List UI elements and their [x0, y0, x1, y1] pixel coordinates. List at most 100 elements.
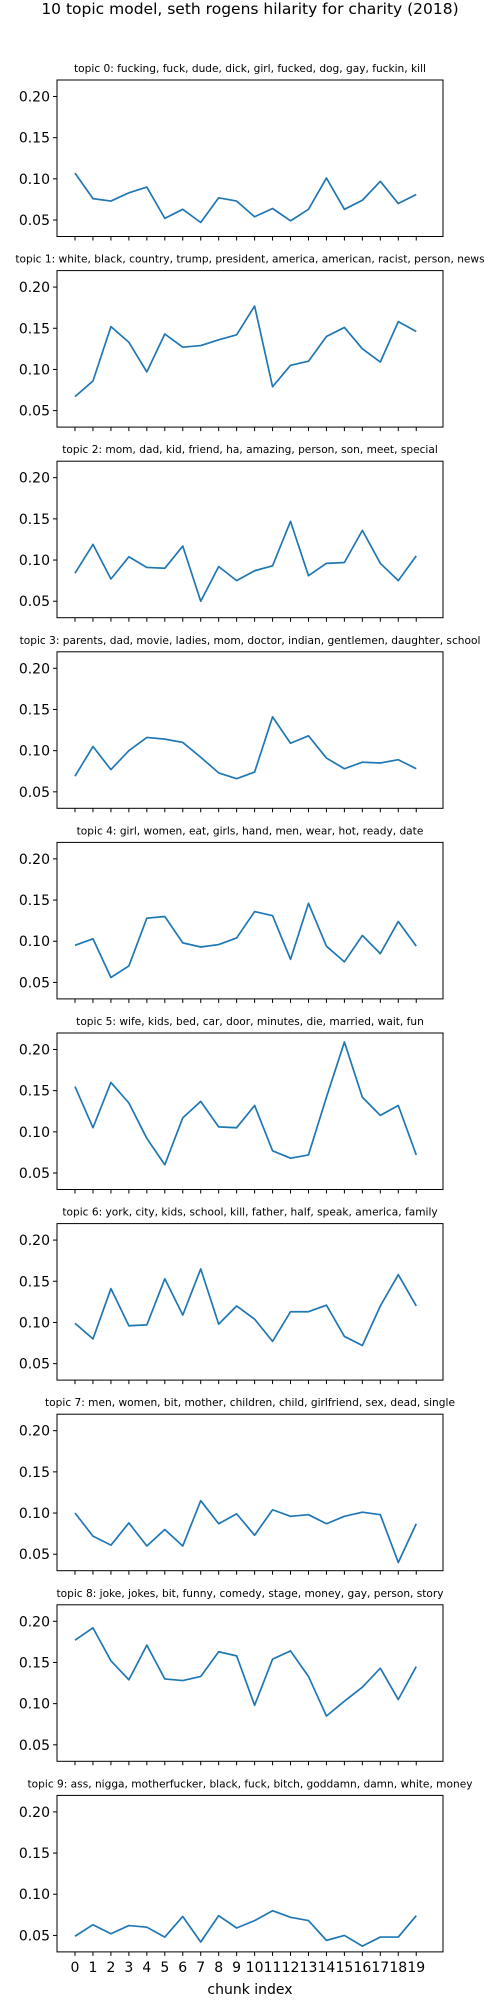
x-tick-label: 11 — [264, 1960, 282, 1976]
y-tick-label: 0.20 — [19, 1424, 50, 1440]
x-tick-label: 18 — [389, 1960, 407, 1976]
y-tick-label: 0.10 — [19, 934, 50, 950]
y-tick-label: 0.20 — [19, 280, 50, 296]
y-tick-label: 0.20 — [19, 1805, 50, 1821]
y-tick-label: 0.20 — [19, 1233, 50, 1249]
axes-frame — [56, 79, 444, 237]
y-tick-label: 0.10 — [19, 362, 50, 378]
axes-frame — [56, 1413, 444, 1572]
y-tick-label: 0.10 — [19, 1506, 50, 1522]
series-line — [74, 520, 417, 603]
y-tick-label: 0.15 — [19, 1846, 50, 1862]
x-tick-label: 1 — [88, 1960, 97, 1976]
topic-panel: topic 4: girl, women, eat, girls, hand, … — [19, 825, 444, 1003]
y-tick-label: 0.15 — [19, 1274, 50, 1290]
topic-panel: topic 9: ass, nigga, motherfucker, black… — [19, 1778, 473, 1976]
y-tick-label: 0.15 — [19, 893, 50, 909]
y-tick-label: 0.10 — [19, 1887, 50, 1903]
series-line — [74, 1499, 418, 1564]
topic-panel: topic 6: york, city, kids, school, kill,… — [19, 1207, 444, 1385]
y-tick-label: 0.05 — [19, 213, 50, 229]
series-line — [74, 1268, 417, 1347]
x-tick-label: 12 — [282, 1960, 300, 1976]
x-tick-label: 10 — [246, 1960, 264, 1976]
x-tick-label: 4 — [142, 1960, 151, 1976]
series-line — [74, 716, 417, 780]
panel-title: topic 6: york, city, kids, school, kill,… — [62, 1207, 437, 1219]
y-tick-label: 0.20 — [19, 89, 50, 105]
topic-panel: topic 2: mom, dad, kid, friend, ha, amaz… — [19, 444, 444, 622]
panels: topic 0: fucking, fuck, dude, dick, girl… — [15, 63, 484, 1976]
topic-panel: topic 8: joke, jokes, bit, funny, comedy… — [19, 1588, 444, 1766]
x-tick-label: 14 — [318, 1960, 336, 1976]
topic-panel: topic 7: men, women, bit, mother, childr… — [19, 1397, 455, 1575]
x-tick-label: 0 — [71, 1960, 80, 1976]
y-tick-label: 0.05 — [19, 975, 50, 991]
panel-title: topic 7: men, women, bit, mother, childr… — [45, 1397, 455, 1409]
topic-panel: topic 3: parents, dad, movie, ladies, mo… — [19, 635, 481, 813]
y-tick-label: 0.05 — [19, 1547, 50, 1563]
x-tick-label: 17 — [371, 1960, 389, 1976]
x-tick-label: 7 — [196, 1960, 205, 1976]
panel-title: topic 4: girl, women, eat, girls, hand, … — [77, 825, 424, 837]
y-tick-label: 0.20 — [19, 852, 50, 868]
axes-frame — [56, 270, 444, 428]
y-tick-label: 0.15 — [19, 131, 50, 147]
x-tick-label: 3 — [124, 1960, 133, 1976]
series-line — [74, 1909, 417, 1947]
panel-title: topic 1: white, black, country, trump, p… — [15, 254, 484, 266]
series-line — [74, 902, 417, 979]
x-tick-label: 13 — [300, 1960, 318, 1976]
y-tick-label: 0.20 — [19, 1042, 50, 1058]
x-tick-label: 19 — [407, 1960, 425, 1976]
panel-title: topic 9: ass, nigga, motherfucker, black… — [28, 1778, 473, 1790]
x-tick-label: 2 — [106, 1960, 115, 1976]
y-tick-label: 0.10 — [19, 1125, 50, 1141]
topic-panel: topic 5: wife, kids, bed, car, door, min… — [19, 1016, 444, 1194]
y-tick-label: 0.20 — [19, 471, 50, 487]
y-tick-label: 0.20 — [19, 661, 50, 677]
y-tick-label: 0.05 — [19, 594, 50, 610]
y-tick-label: 0.15 — [19, 1465, 50, 1481]
y-tick-label: 0.10 — [19, 1697, 50, 1713]
panel-title: topic 3: parents, dad, movie, ladies, mo… — [20, 635, 481, 647]
y-tick-label: 0.10 — [19, 553, 50, 569]
x-tick-label: 5 — [160, 1960, 169, 1976]
axes-frame — [56, 460, 444, 619]
x-tick-label: 6 — [178, 1960, 187, 1976]
topic-panel: topic 0: fucking, fuck, dude, dick, girl… — [19, 63, 444, 241]
x-tick-label: 9 — [232, 1960, 241, 1976]
series-line — [74, 172, 417, 224]
y-tick-label: 0.10 — [19, 1315, 50, 1331]
y-tick-label: 0.15 — [19, 702, 50, 718]
axes-frame — [56, 1223, 444, 1381]
y-tick-label: 0.05 — [19, 1928, 50, 1944]
y-tick-label: 0.15 — [19, 1084, 50, 1100]
panel-title: topic 0: fucking, fuck, dude, dick, girl… — [74, 63, 426, 75]
x-tick-label: 8 — [214, 1960, 223, 1976]
y-tick-label: 0.15 — [19, 512, 50, 528]
series-line — [74, 1627, 417, 1717]
panel-title: topic 5: wife, kids, bed, car, door, min… — [76, 1016, 424, 1028]
y-tick-label: 0.10 — [19, 744, 50, 760]
y-tick-label: 0.05 — [19, 785, 50, 801]
x-axis-label: chunk index — [207, 1982, 292, 1998]
y-tick-label: 0.05 — [19, 1738, 50, 1754]
axes-frame — [56, 1794, 444, 1953]
topic-panel: topic 1: white, black, country, trump, p… — [15, 254, 485, 432]
y-tick-label: 0.05 — [19, 404, 50, 420]
y-tick-label: 0.20 — [19, 1614, 50, 1630]
y-tick-label: 0.05 — [19, 1357, 50, 1373]
axes-frame — [56, 651, 444, 809]
series-line — [74, 1041, 418, 1166]
axes-frame — [56, 1604, 444, 1762]
panel-title: topic 2: mom, dad, kid, friend, ha, amaz… — [62, 444, 438, 456]
x-tick-label: 15 — [335, 1960, 353, 1976]
y-tick-label: 0.05 — [19, 1166, 50, 1182]
y-tick-label: 0.10 — [19, 172, 50, 188]
y-tick-label: 0.15 — [19, 1655, 50, 1671]
y-tick-label: 0.15 — [19, 321, 50, 337]
x-tick-label: 16 — [353, 1960, 371, 1976]
chart-title: 10 topic model, seth rogens hilarity for… — [41, 0, 458, 18]
